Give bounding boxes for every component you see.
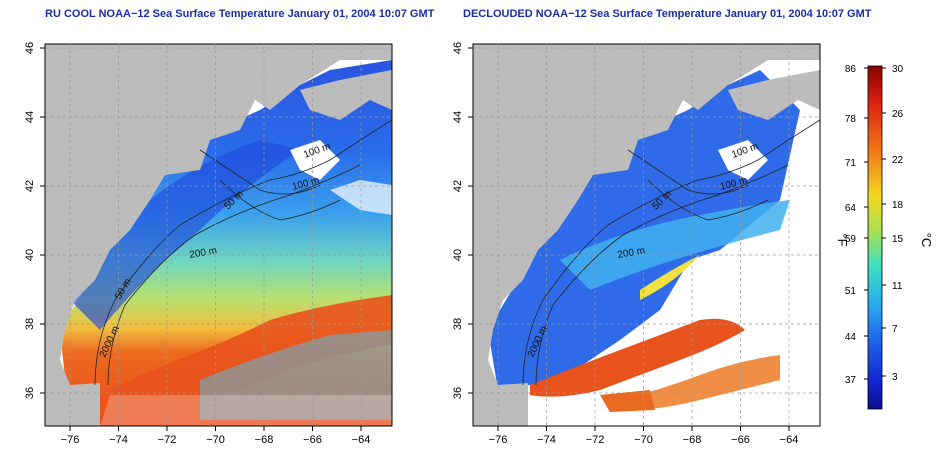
celsius-tick-label: 3 <box>892 372 898 383</box>
right-gulf-stream <box>530 318 745 397</box>
left-y-tick-label: 40 <box>24 249 36 261</box>
right-x-tick-label: −66 <box>731 434 750 446</box>
fahrenheit-tick-label: 86 <box>845 64 857 75</box>
left-x-tick-label: −74 <box>109 434 128 446</box>
celsius-tick-label: 30 <box>892 64 904 75</box>
left-bathymetry-contours <box>94 119 392 386</box>
left-x-tick-label: −72 <box>158 434 177 446</box>
right-x-tick-label: −70 <box>634 434 653 446</box>
left-x-tick-label: −76 <box>61 434 80 446</box>
right-x-tick-label: −74 <box>537 434 556 446</box>
right-x-tick-label: −68 <box>683 434 702 446</box>
right-y-tick-label: 46 <box>452 42 464 54</box>
celsius-tick-label: 26 <box>892 109 904 120</box>
celsius-tick-label: 11 <box>892 281 903 292</box>
right-land <box>473 44 820 426</box>
fahrenheit-tick-label: 59 <box>845 234 857 245</box>
left-land <box>45 44 392 426</box>
right-y-tick-label: 38 <box>452 318 464 330</box>
fahrenheit-tick-label: 78 <box>845 114 857 125</box>
left-y-tick-label: 36 <box>24 387 36 399</box>
right-y-tick-label: 36 <box>452 387 464 399</box>
right-x-tick-label: −72 <box>586 434 605 446</box>
left-contour-label: 200 m <box>189 245 218 261</box>
right-map-title: DECLOUDED NOAA−12 Sea Surface Temperatur… <box>463 8 872 20</box>
fahrenheit-tick-label: 71 <box>845 158 857 169</box>
left-graticule <box>45 44 392 426</box>
left-x-tick-label: −66 <box>303 434 322 446</box>
left-y-tick-label: 38 <box>24 318 36 330</box>
left-x-tick-label: −68 <box>255 434 274 446</box>
fahrenheit-tick-label: 44 <box>845 332 857 343</box>
celsius-tick-label: 22 <box>892 155 904 166</box>
left-x-tick-label: −70 <box>206 434 225 446</box>
unit-fahrenheit-label: °F <box>835 233 850 246</box>
right-x-tick-label: −64 <box>780 434 799 446</box>
right-y-tick-label: 44 <box>452 111 464 123</box>
right-contour-label: 200 m <box>617 245 646 261</box>
celsius-tick-label: 7 <box>892 324 898 335</box>
left-x-tick-label: −64 <box>352 434 371 446</box>
left-y-tick-label: 44 <box>24 111 36 123</box>
celsius-tick-label: 15 <box>892 234 904 245</box>
left-y-tick-label: 46 <box>24 42 36 54</box>
unit-celsius-label: °C <box>919 233 934 248</box>
right-y-tick-label: 40 <box>452 249 464 261</box>
right-x-tick-label: −76 <box>489 434 508 446</box>
right-bathymetry-contours <box>522 119 820 386</box>
celsius-tick-label: 18 <box>892 200 904 211</box>
colorbar-gradient <box>867 65 883 410</box>
left-y-tick-label: 42 <box>24 180 36 192</box>
fahrenheit-tick-label: 51 <box>845 286 857 297</box>
fahrenheit-tick-label: 64 <box>845 203 857 214</box>
left-map-title: RU COOL NOAA−12 Sea Surface Temperature … <box>45 8 435 20</box>
right-graticule <box>473 44 820 426</box>
right-y-tick-label: 42 <box>452 180 464 192</box>
fahrenheit-tick-label: 37 <box>845 375 857 386</box>
temperature-colorbar: 86 78 71 64 59 51 44 37 30 26 22 18 15 11 7 3 °F °C <box>835 64 934 410</box>
